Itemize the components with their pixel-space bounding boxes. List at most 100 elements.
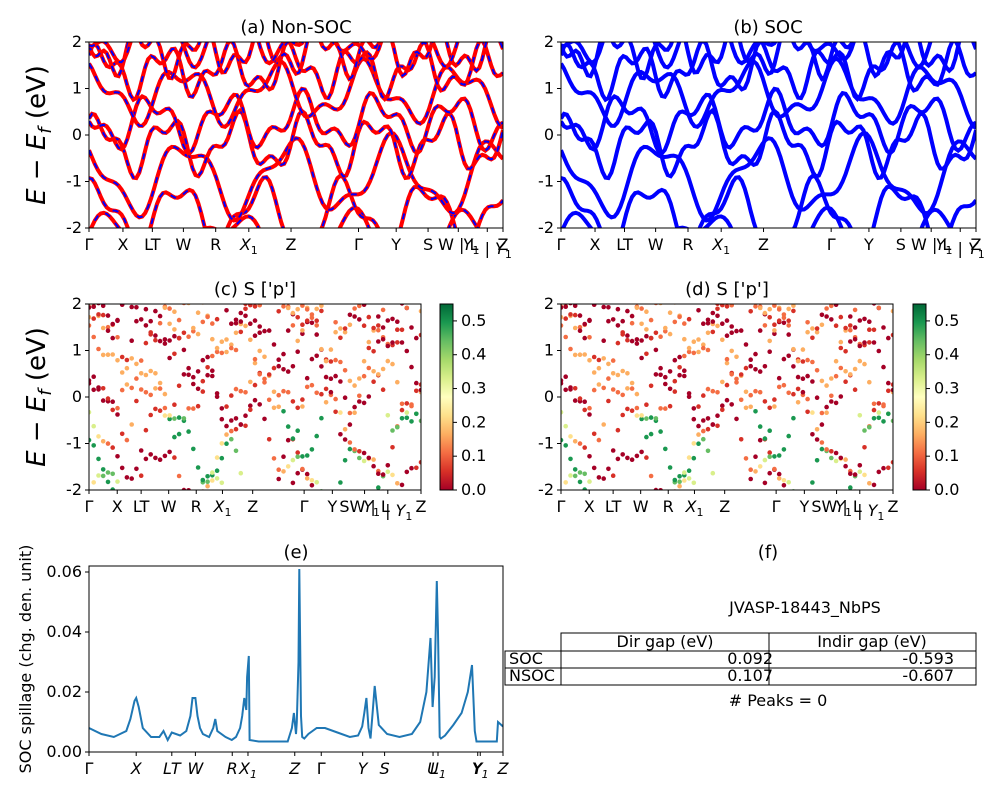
projected-point <box>191 406 196 411</box>
projected-point <box>881 325 886 330</box>
projected-point <box>582 487 587 490</box>
projected-point <box>886 388 891 394</box>
projected-point <box>418 387 421 393</box>
projected-point <box>786 318 791 324</box>
projected-point <box>89 409 92 415</box>
projected-point <box>295 338 301 344</box>
projected-point <box>701 418 706 423</box>
projected-point <box>115 412 120 417</box>
projected-point <box>743 365 749 371</box>
projected-point <box>587 358 592 363</box>
projected-point <box>91 334 96 340</box>
projected-point <box>634 305 640 311</box>
projected-point <box>819 446 825 452</box>
projected-point <box>810 326 815 331</box>
projected-point <box>191 490 196 495</box>
projected-point <box>366 314 372 320</box>
projected-point <box>229 428 234 434</box>
projected-point <box>357 399 362 404</box>
projected-point <box>380 366 386 372</box>
projected-point <box>686 476 692 481</box>
projected-point <box>810 280 815 285</box>
projected-point <box>371 379 376 385</box>
projected-point <box>361 304 367 307</box>
projected-point <box>409 500 414 505</box>
projected-point <box>867 340 872 345</box>
projected-point <box>653 330 659 336</box>
projected-point <box>796 290 801 295</box>
projected-point <box>361 450 367 456</box>
projected-point <box>395 481 400 486</box>
band-soc-8 <box>561 42 933 70</box>
projected-point <box>615 340 621 346</box>
ytick-label: 0 <box>72 125 82 144</box>
projected-point <box>276 363 282 369</box>
gap-table-row-nsoc-indir: -0.607 <box>902 666 954 685</box>
projected-point <box>290 480 296 486</box>
projected-point <box>219 455 225 461</box>
projected-point <box>304 375 310 381</box>
projected-point <box>686 349 692 355</box>
projected-point <box>672 477 678 483</box>
projected-point <box>577 352 583 358</box>
projected-point <box>409 325 414 330</box>
projected-point <box>248 379 253 385</box>
projected-point <box>577 470 583 475</box>
projected-point <box>724 304 730 309</box>
projected-point <box>167 413 172 418</box>
xtick-label: R <box>210 235 221 254</box>
projected-point <box>124 382 130 387</box>
projected-point <box>577 328 583 334</box>
projected-point <box>630 536 635 541</box>
projected-point <box>748 357 753 363</box>
projected-point <box>229 436 234 442</box>
projected-point <box>610 448 616 453</box>
projected-point <box>757 328 763 333</box>
xtick-label: Z <box>888 497 899 516</box>
projected-point <box>205 314 210 320</box>
projected-point <box>414 411 419 417</box>
ytick-label: -2 <box>66 480 82 499</box>
projected-point <box>857 413 863 418</box>
xtick-label: Z <box>758 235 769 254</box>
projected-point <box>838 365 844 371</box>
spillage-line <box>89 568 503 743</box>
projected-point <box>210 478 215 483</box>
projected-point <box>186 406 191 411</box>
projected-point <box>734 380 739 385</box>
ytick-label: -1 <box>66 172 82 191</box>
projected-point <box>615 456 621 462</box>
projected-point <box>611 298 616 303</box>
projected-point <box>720 403 725 409</box>
projected-point <box>300 454 305 459</box>
projected-point <box>582 321 587 327</box>
projected-point <box>414 292 419 297</box>
projected-point <box>205 483 210 489</box>
xtick-label: X1 <box>239 235 258 257</box>
projected-point <box>644 402 649 408</box>
projected-point <box>724 333 730 339</box>
projected-point <box>347 440 353 445</box>
projected-point <box>829 393 834 399</box>
projected-point <box>696 441 701 447</box>
projected-point <box>862 361 867 367</box>
projected-point <box>658 365 663 371</box>
projected-point <box>824 314 829 319</box>
projected-point <box>267 506 272 511</box>
projected-point <box>848 327 853 333</box>
projected-point <box>872 289 877 294</box>
projected-point <box>271 456 277 461</box>
projected-point <box>409 282 414 287</box>
projected-point <box>776 384 782 390</box>
projected-point <box>210 368 215 374</box>
projected-point <box>672 319 678 325</box>
projected-point <box>753 502 758 507</box>
projected-point <box>601 356 606 361</box>
projected-point <box>319 364 324 369</box>
projected-point <box>563 423 568 429</box>
ytick-label: 0 <box>544 125 554 144</box>
projected-point <box>399 401 405 407</box>
projected-point <box>814 427 820 432</box>
projected-point <box>210 321 215 326</box>
projected-point <box>89 323 92 328</box>
